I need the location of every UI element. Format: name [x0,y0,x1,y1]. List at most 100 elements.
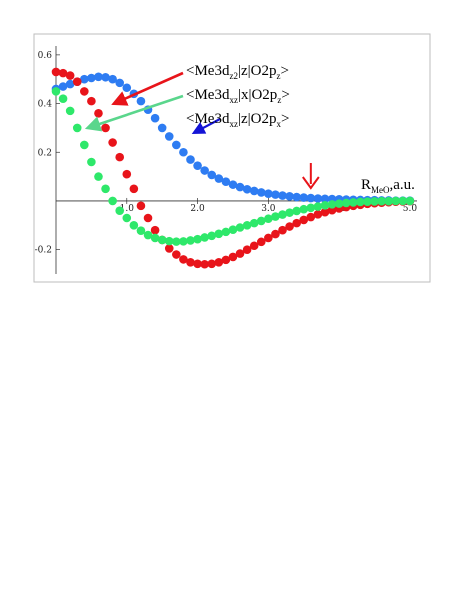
data-point [299,204,309,214]
annotation-arrow-green [84,94,184,132]
data-point [207,259,217,269]
data-point [72,77,82,86]
data-point [179,237,188,246]
data-point [271,212,280,221]
data-point [58,82,68,91]
data-point [264,214,273,224]
data-point [249,218,259,228]
data-point [271,229,280,239]
data-point [87,157,96,167]
data-point [214,174,224,183]
data-point [370,197,379,206]
data-point [143,213,153,223]
data-point [285,192,294,201]
data-point [214,258,224,267]
data-point [285,208,294,217]
data-point [101,72,110,82]
data-point [65,79,75,89]
data-point [306,212,316,222]
data-point [65,71,75,80]
data-point [271,190,280,199]
data-point [108,74,117,84]
data-point [285,222,294,231]
data-point [101,123,110,133]
annotation-red-label: <Me3dz2|z|O2pz> [186,63,289,81]
data-point [256,216,266,226]
data-point [115,206,125,215]
data-point [341,198,351,208]
data-point [80,87,89,96]
data-point [320,194,330,204]
x-tick-label: 1.0 [120,204,135,214]
y-tick-label: 0.2 [38,148,52,158]
data-point [186,258,195,267]
annotation-arrows [84,71,320,190]
data-point [391,196,401,206]
data-point [228,252,238,262]
data-point [94,172,103,181]
data-point [299,215,309,225]
annotation-blue-label: <Me3dxz|z|O2px> [186,111,289,129]
data-point [164,236,174,246]
data-point [299,193,309,202]
data-point [164,132,174,141]
x-tick-label: 5.0 [403,204,418,214]
data-point [228,225,238,234]
data-point [193,259,202,269]
data-point [363,197,372,206]
data-point [320,201,330,210]
data-point [150,113,160,123]
data-point [221,177,231,187]
data-point [80,74,89,84]
data-point [249,241,259,251]
data-point [150,233,160,243]
data-point [186,236,195,245]
data-point [242,184,252,194]
data-point [51,87,61,96]
x-tick-label: 2.0 [190,204,205,214]
data-point [306,193,316,203]
data-point [72,123,82,133]
data-point [327,200,337,209]
data-point [242,221,252,230]
data-point [405,196,415,206]
data-point [207,231,217,241]
data-point [193,161,202,170]
data-point [200,259,209,269]
data-point [136,201,146,211]
data-point [313,194,323,203]
data-point [150,225,160,235]
data-point [101,184,110,194]
data-point [249,186,259,196]
data-point [264,189,273,198]
data-point [313,202,323,211]
data-point [179,255,188,264]
data-point [193,234,202,244]
data-point [172,237,181,246]
data-point [129,184,139,194]
data-point [256,188,266,197]
data-point [200,233,209,242]
data-point [65,106,75,116]
data-point [157,123,167,133]
data-point [278,225,287,235]
data-point [398,196,408,206]
data-point [207,170,217,180]
data-point [221,227,231,237]
data-point [242,245,252,254]
data-point [87,96,96,106]
data-point [157,235,167,245]
annotation-arrow-red [111,71,184,106]
y-tick-label: -0.2 [35,246,52,256]
data-point [292,218,301,228]
data-point [384,196,393,206]
data-point [334,199,344,208]
data-point [235,182,245,192]
data-point [136,226,146,235]
data-point [108,196,117,206]
data-point [228,180,238,189]
data-point [80,140,89,150]
data-points [51,67,415,269]
data-point [278,210,287,219]
